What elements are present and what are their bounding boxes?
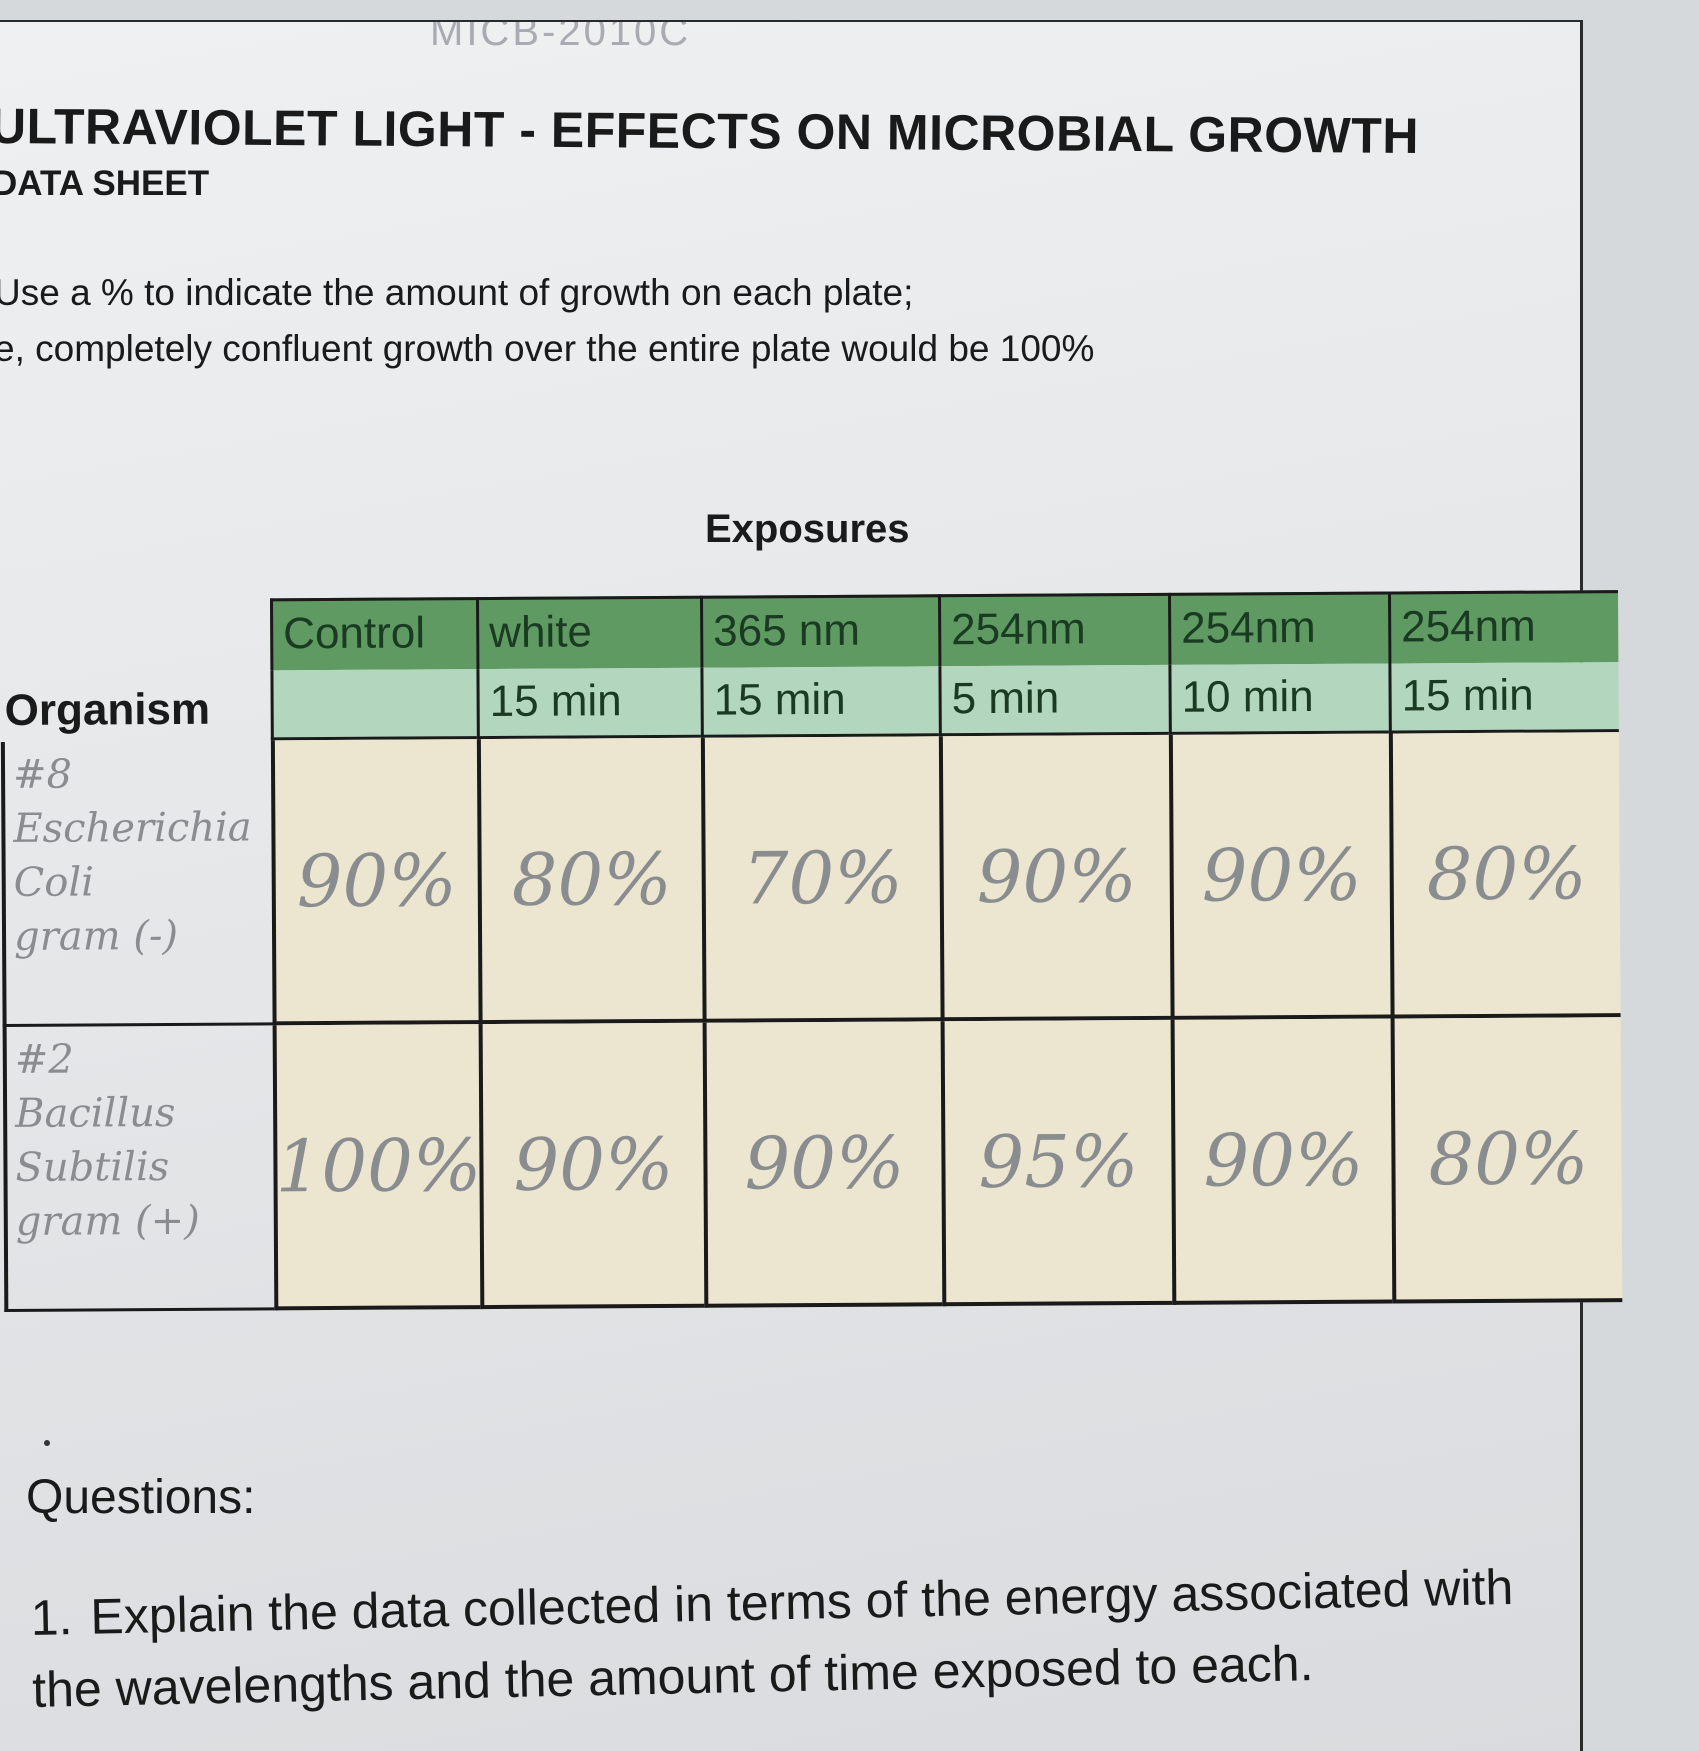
column-subheader-white: 15 min — [476, 667, 701, 740]
growth-bsubtilis-control: 100% — [272, 1024, 482, 1311]
course-code-scribble: MICB-2010C — [430, 20, 692, 54]
growth-bsubtilis-254nm-5: 95% — [940, 1019, 1173, 1307]
growth-ecoli-254nm-5: 90% — [938, 734, 1171, 1022]
stray-dot — [44, 1440, 50, 1446]
growth-bsubtilis-254nm-15: 80% — [1390, 1017, 1623, 1304]
column-subheader-365nm: 15 min — [700, 666, 939, 738]
column-header-254nm-5: 254nm — [937, 592, 1169, 667]
exposures-caption: Exposures — [705, 507, 910, 551]
question-1-number: 1. — [30, 1589, 74, 1646]
growth-ecoli-white: 80% — [476, 737, 703, 1025]
instruction-line-2: e, completely confluent growth over the … — [0, 328, 1095, 369]
growth-ecoli-control: 90% — [270, 739, 479, 1026]
organism-bsubtilis: #2 Bacillus Subtilis gram (+) — [2, 1025, 275, 1312]
column-subheader-254nm-15: 15 min — [1388, 662, 1619, 734]
organism-header: Organism — [4, 684, 211, 735]
question-1-text: Explain the data collected in terms of t… — [31, 1558, 1514, 1718]
growth-bsubtilis-365nm: 90% — [702, 1021, 943, 1308]
growth-bsubtilis-254nm-10: 90% — [1170, 1018, 1393, 1305]
growth-ecoli-365nm: 70% — [700, 736, 941, 1023]
question-1: 1. Explain the data collected in terms of… — [30, 1550, 1553, 1726]
page-title: ULTRAVIOLET LIGHT - EFFECTS ON MICROBIAL… — [0, 98, 1420, 164]
growth-data-table: Organism Control white 15 min 365 nm 15 … — [0, 590, 1699, 1312]
column-header-white: white — [475, 595, 701, 670]
column-subheader-254nm-5: 5 min — [938, 664, 1169, 737]
column-header-365nm: 365 nm — [699, 594, 939, 668]
column-header-254nm-10: 254nm — [1167, 591, 1389, 665]
growth-ecoli-254nm-15: 80% — [1388, 732, 1621, 1019]
column-subheader-254nm-10: 10 min — [1168, 663, 1389, 735]
column-header-control: Control — [269, 597, 477, 671]
growth-bsubtilis-white: 90% — [478, 1022, 705, 1310]
instruction-line-1: Use a % to indicate the amount of growth… — [0, 272, 914, 313]
column-subheader-control — [270, 669, 477, 741]
growth-ecoli-254nm-10: 90% — [1168, 733, 1391, 1020]
questions-heading: Questions: — [26, 1471, 256, 1524]
column-header-254nm-15: 254nm — [1387, 590, 1619, 664]
page-subtitle: DATA SHEET — [0, 164, 210, 203]
organism-ecoli: #8 Escherichia Coli gram (-) — [0, 740, 273, 1027]
